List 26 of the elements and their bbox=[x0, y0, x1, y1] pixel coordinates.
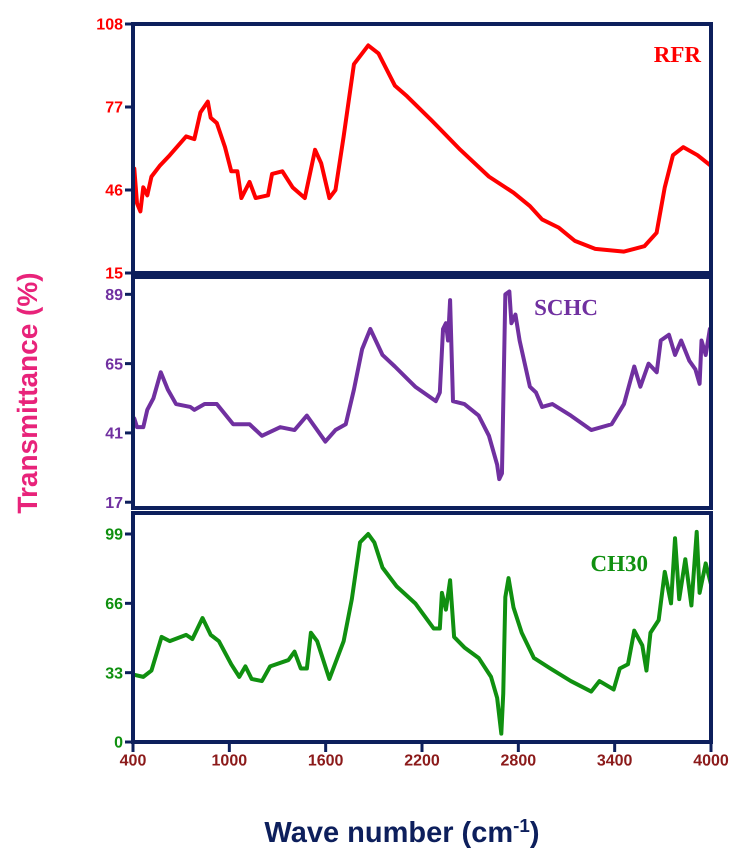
x-axis-title: Wave number (cm$^{-1}$) bbox=[264, 814, 540, 849]
x-tick-label: 1600 bbox=[308, 752, 344, 770]
y-tick-label: 0 bbox=[114, 734, 124, 752]
series-label: CH30 bbox=[590, 551, 648, 577]
line-series bbox=[133, 289, 711, 482]
y-tick-label: 99 bbox=[105, 526, 124, 544]
text: RFR bbox=[654, 42, 701, 68]
y-tick-label: 46 bbox=[105, 182, 124, 200]
y-tick-label: 108 bbox=[96, 16, 124, 34]
x-tick-label: 2200 bbox=[404, 752, 440, 770]
x-tick-label: 1000 bbox=[212, 752, 248, 770]
line-series bbox=[133, 43, 711, 254]
y-tick-label: 17 bbox=[105, 494, 124, 512]
y-tick-label: 41 bbox=[105, 426, 124, 443]
y-tick-label: 66 bbox=[105, 596, 124, 614]
x-tick-label: 3400 bbox=[596, 752, 633, 770]
x-tick-label: 2800 bbox=[500, 752, 536, 770]
x-tick-label: 400 bbox=[120, 752, 146, 770]
x-tick-label: 4000 bbox=[693, 752, 729, 770]
y-tick-label: 65 bbox=[105, 356, 124, 374]
y-tick-label: 77 bbox=[105, 100, 124, 117]
y-tick-label: 89 bbox=[105, 287, 124, 304]
y-axis-title: Transmittance (%) bbox=[12, 272, 44, 514]
y-tick-label: 33 bbox=[105, 665, 124, 682]
y-tick-label: 15 bbox=[105, 266, 124, 283]
series-label: SCHC bbox=[534, 295, 598, 321]
